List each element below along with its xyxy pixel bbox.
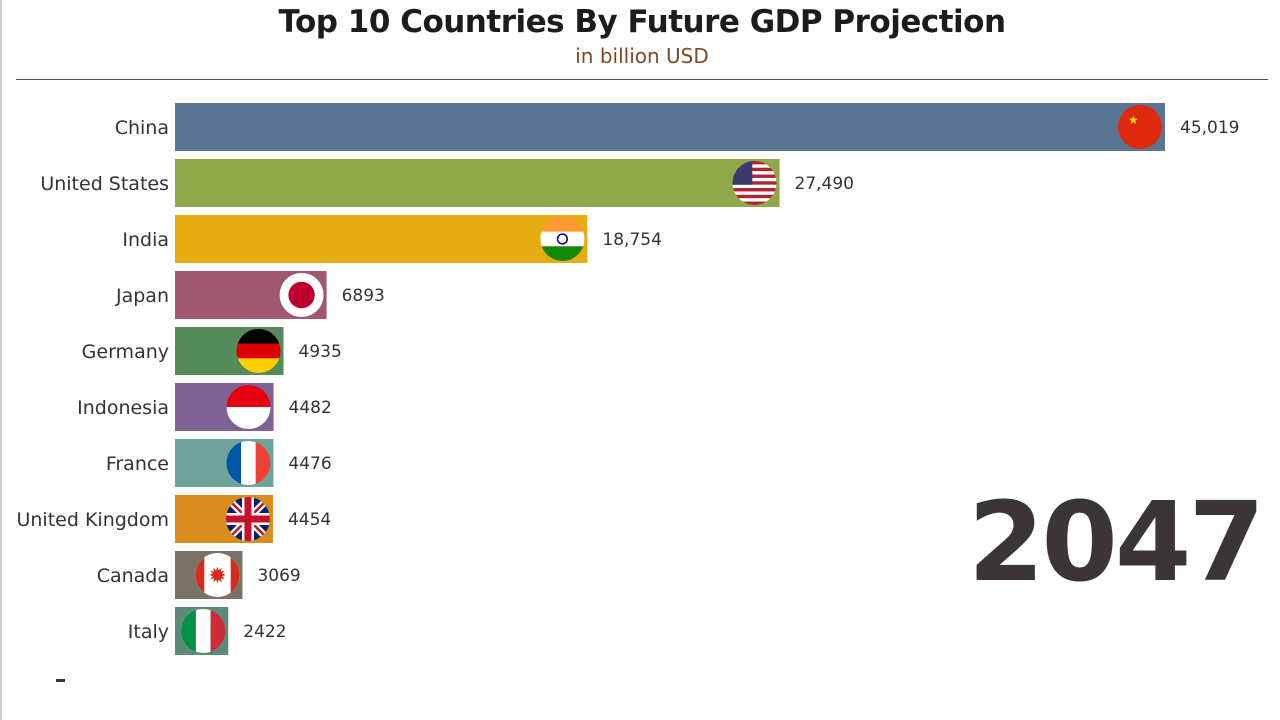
indonesia-flag-icon [226, 385, 271, 429]
bar-row: Italy 2422 [128, 607, 287, 655]
category-label: United States [40, 173, 169, 195]
value-label: 4935 [299, 342, 342, 362]
canada-flag-icon: ✹ [195, 553, 240, 597]
uk-flag-icon [225, 497, 270, 541]
value-label: 3069 [257, 566, 300, 586]
value-label: 4454 [288, 510, 331, 530]
category-label: Italy [128, 621, 169, 643]
bar [175, 159, 780, 207]
category-label: Canada [97, 565, 169, 587]
year-label: 2047 [967, 478, 1265, 606]
bar-row: United Kingdom 4454 [16, 495, 331, 543]
value-label: 6893 [342, 286, 385, 306]
chart-subtitle: in billion USD [575, 44, 709, 68]
category-label: Germany [82, 341, 169, 363]
category-label: Indonesia [77, 397, 169, 419]
value-label: 27,490 [795, 174, 854, 194]
svg-text:★: ★ [1128, 113, 1139, 127]
value-label: 18,754 [602, 230, 661, 250]
india-flag-icon [540, 217, 585, 261]
chart-title: Top 10 Countries By Future GDP Projectio… [278, 4, 1006, 40]
title-divider [16, 79, 1268, 80]
us-flag-icon [732, 161, 777, 205]
category-label: Japan [115, 285, 169, 307]
value-label: 2422 [243, 622, 286, 642]
bar-row: Germany 4935 [82, 327, 342, 375]
value-label: 4482 [289, 398, 332, 418]
value-label: 45,019 [1180, 118, 1239, 138]
japan-flag-icon [279, 273, 324, 317]
france-flag-icon [226, 441, 271, 485]
bar-row: Japan 6893 [115, 271, 385, 319]
germany-flag-icon [236, 329, 281, 373]
category-label: France [106, 453, 169, 475]
svg-text:✹: ✹ [208, 564, 226, 589]
bar-row: France 4476 [106, 439, 332, 487]
bar-row: China ★ 45,019 [115, 103, 1239, 151]
category-label: India [122, 229, 169, 251]
category-label: United Kingdom [16, 509, 169, 531]
italy-flag-icon [181, 609, 226, 653]
bar-row: United States 27,490 [40, 159, 854, 207]
bar [175, 215, 588, 263]
bar-row: Canada ✹ 3069 [97, 551, 301, 599]
bar [175, 103, 1165, 151]
china-flag-icon: ★ [1118, 105, 1162, 149]
value-label: 4476 [288, 454, 331, 474]
bar-row: India 18,754 [122, 215, 662, 263]
category-label: China [115, 117, 169, 139]
bar-row: Indonesia 4482 [77, 383, 332, 431]
axis-tick [56, 679, 65, 682]
